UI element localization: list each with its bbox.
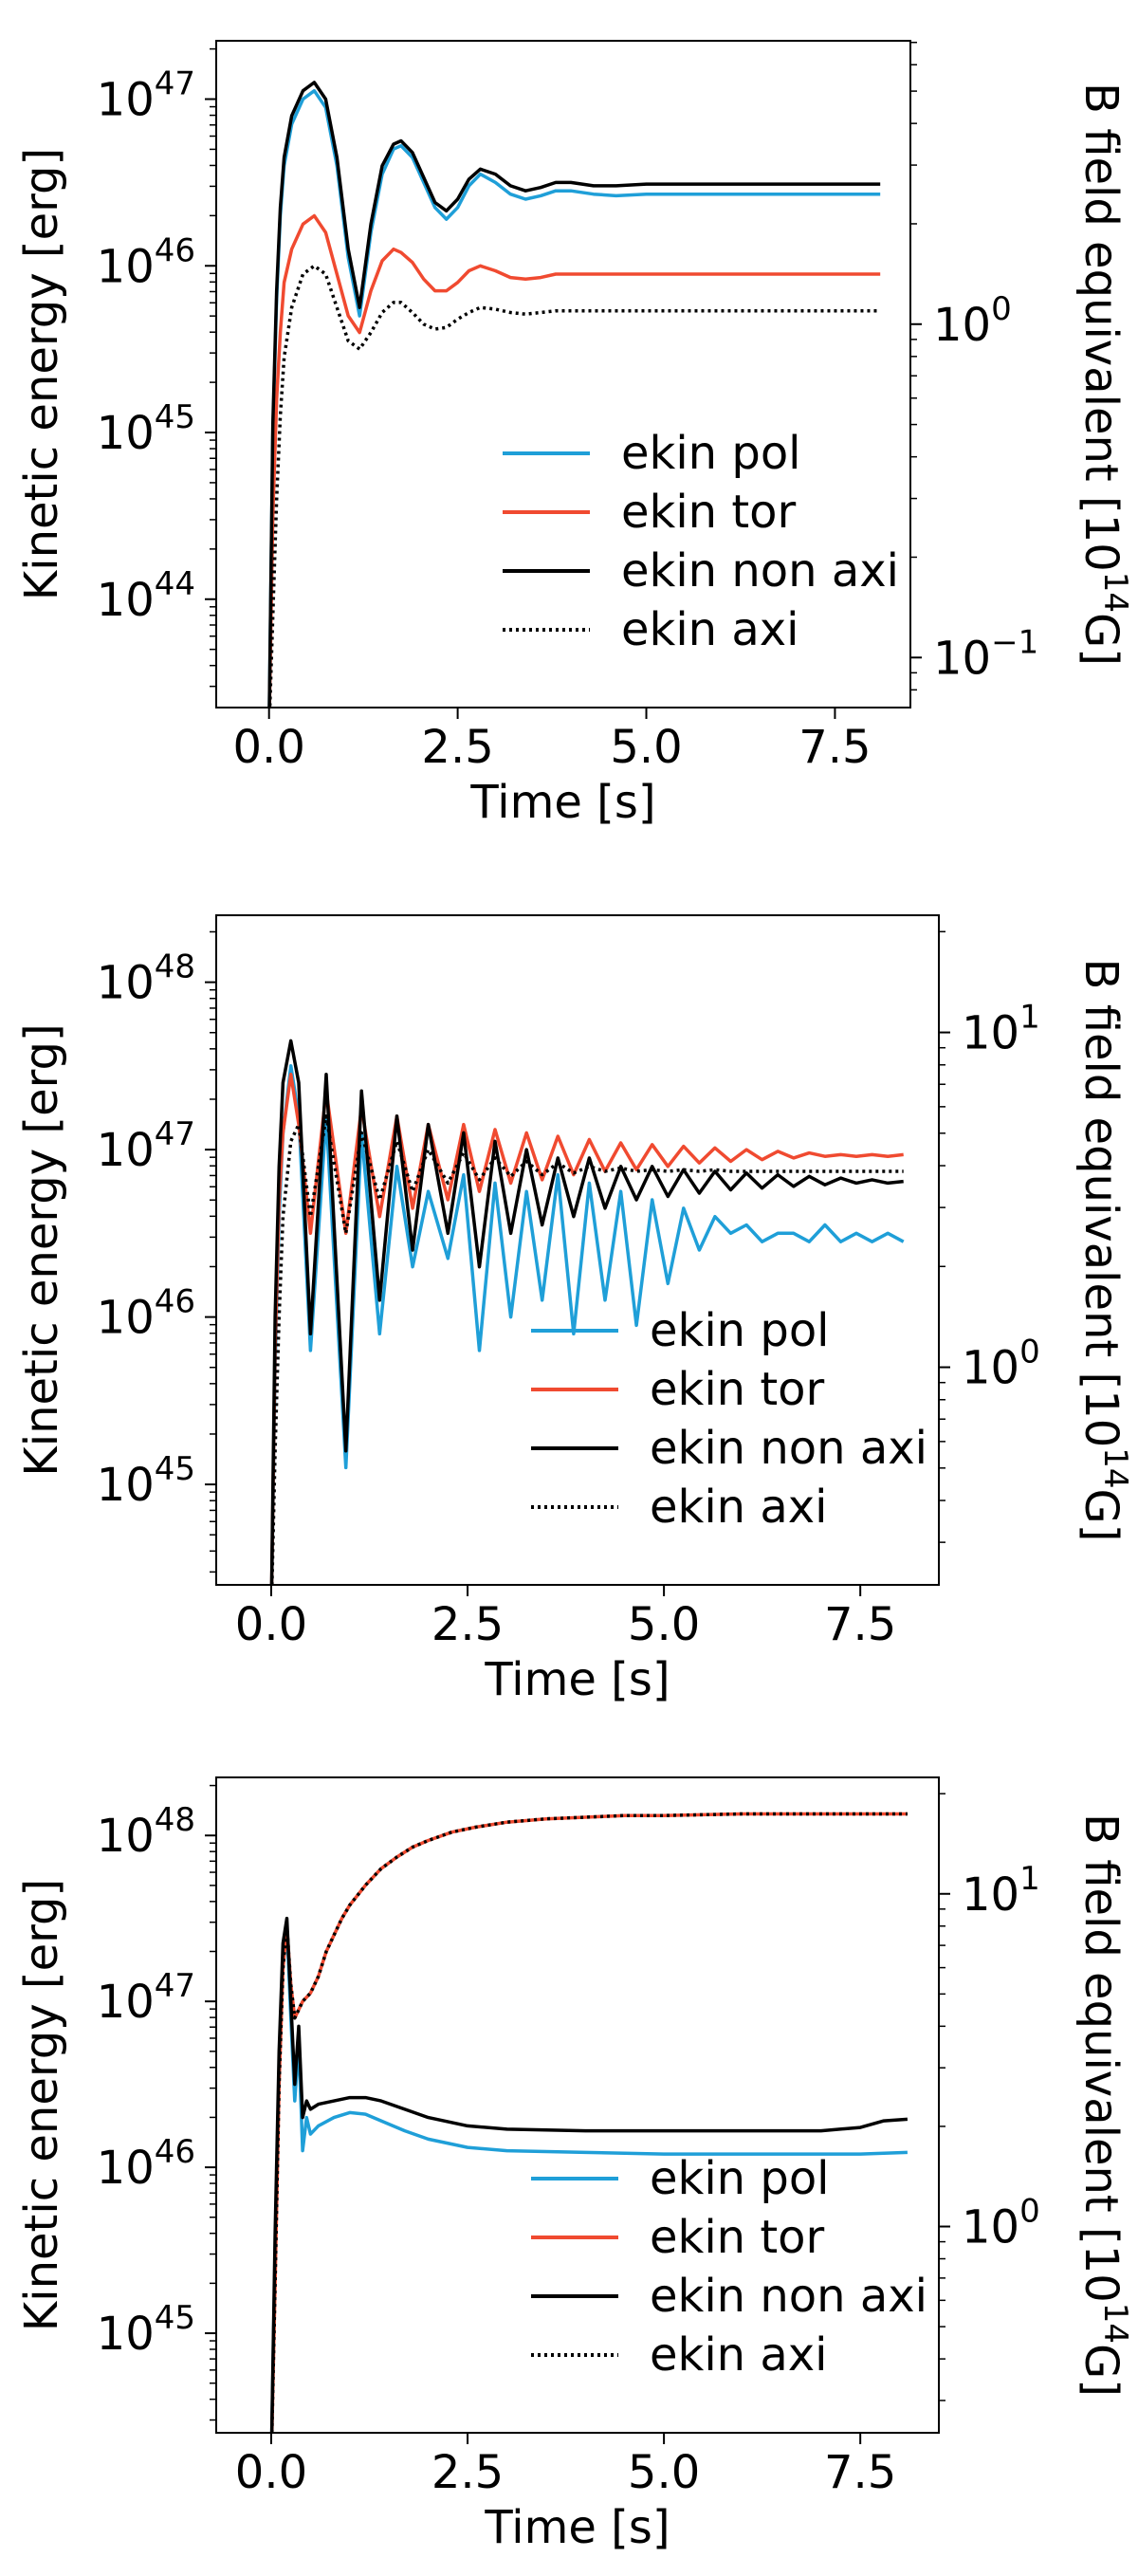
series-line-ekin-pol [269,1064,905,1585]
y2-tick-label: 101 [962,1860,1040,1922]
y2-axis-label: B field equivalent [1014G] [1074,1813,1134,2397]
x-tick-label: 5.0 [628,1598,700,1651]
legend-label: ekin non axi [650,2270,927,2323]
legend-label: ekin axi [621,603,799,656]
legend-label: ekin axi [650,2328,828,2382]
x-tick-label: 2.5 [431,1598,504,1651]
legend-label: ekin pol [621,427,801,480]
legend: ekin pol ekin tor ekin non axi ekin axi [531,1304,927,1534]
legend-label: ekin tor [650,2211,825,2264]
legend-label: ekin non axi [621,544,899,598]
legend-label: ekin pol [650,2152,830,2205]
y2-tick-label: 100 [962,1334,1040,1395]
chart-panel-1: 0.0 2.5 5.0 7.5 Time [s] 1044 1045 1046 1047 Kine… [0,0,1138,857]
y-tick-label: 1047 [97,65,195,127]
y2-tick-label: 101 [962,999,1040,1060]
x-axis-label: Time [s] [484,2501,670,2554]
series-line-ekin-axi [269,1812,908,2433]
x-tick-label: 2.5 [431,2446,504,2499]
series-group [269,1812,909,2433]
y-tick-label: 1046 [97,1283,195,1345]
x-tick-label: 7.5 [824,1598,896,1651]
energy-chart-3: 0.0 2.5 5.0 7.5 Time [s] 1045 1046 1047 1048 Kine… [15,1776,1134,2554]
y-tick-label: 1047 [97,1967,195,2029]
y2-tick-label: 100 [933,290,1012,352]
y-tick-label: 1045 [97,398,195,460]
x-tick-label: 0.0 [235,2446,307,2499]
series-group [267,81,881,708]
energy-chart-1: 0.0 2.5 5.0 7.5 Time [s] 1044 1045 1046 1047 Kine… [15,40,1134,829]
plot-frame [215,40,911,708]
y-tick-label: 1046 [97,231,195,293]
y-tick-label: 1045 [97,2299,195,2361]
series-group [269,1039,905,1585]
y-axis-label: Kinetic energy [erg] [15,148,68,600]
legend-label: ekin axi [650,1481,828,1534]
legend-label: ekin pol [650,1304,830,1357]
series-line-ekin-axi [267,264,881,708]
x-tick-label: 5.0 [610,721,682,774]
y-tick-label: 1048 [97,1801,195,1863]
energy-chart-2: 0.0 2.5 5.0 7.5 Time [s] 1045 1046 1047 1048 Kine… [15,914,1134,1706]
x-tick-label: 7.5 [798,721,871,774]
series-line-ekin-non-axi [267,81,881,708]
y-tick-label: 1045 [97,1450,195,1512]
plot-frame [215,914,940,1586]
y-axis-label: Kinetic energy [erg] [15,1023,68,1476]
y2-tick-label: 10−1 [933,623,1038,685]
y-tick-label: 1046 [97,2133,195,2195]
y-tick-label: 1047 [97,1115,195,1177]
x-tick-label: 7.5 [824,2446,896,2499]
x-tick-label: 0.0 [233,721,305,774]
series-line-ekin-pol [267,88,881,708]
chart-panel-3: 0.0 2.5 5.0 7.5 Time [s] 1045 1046 1047 1048 Kine… [0,1715,1138,2572]
y-tick-label: 1048 [97,948,195,1010]
plot-frame [215,1776,940,2434]
y2-axis-label: B field equivalent [1014G] [1074,83,1134,666]
legend-label: ekin non axi [650,1422,927,1475]
x-tick-label: 2.5 [421,721,493,774]
series-line-ekin-axi [270,1114,904,1585]
legend-label: ekin tor [650,1363,825,1416]
x-axis-label: Time [s] [469,776,655,829]
x-tick-label: 0.0 [235,1598,307,1651]
y2-tick-label: 100 [962,2193,1040,2254]
chart-panel-2: 0.0 2.5 5.0 7.5 Time [s] 1045 1046 1047 1048 Kine… [0,857,1138,1715]
y-tick-label: 1044 [97,565,195,627]
y2-axis-label: B field equivalent [1014G] [1074,959,1134,1542]
series-line-ekin-tor [267,213,881,708]
legend-label: ekin tor [621,486,797,539]
x-axis-label: Time [s] [484,1653,670,1706]
x-tick-label: 5.0 [628,2446,700,2499]
y-axis-label: Kinetic energy [erg] [15,1879,68,2331]
